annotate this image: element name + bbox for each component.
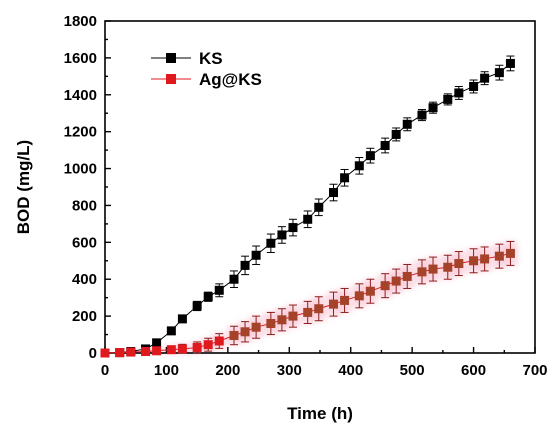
data-point: [288, 223, 298, 233]
data-point: [303, 214, 313, 224]
data-point: [152, 346, 162, 356]
data-point: [428, 103, 438, 113]
data-point: [354, 291, 364, 301]
legend: KS Ag@KS: [151, 49, 262, 89]
data-point: [166, 345, 176, 355]
y-tick-label: 1200: [64, 124, 97, 141]
data-point: [454, 88, 464, 98]
legend-agks-marker: [166, 74, 176, 84]
y-tick-label: 1800: [64, 13, 97, 30]
data-point: [417, 110, 427, 120]
data-point: [303, 307, 313, 317]
data-point: [365, 286, 375, 296]
data-point: [454, 259, 464, 269]
y-tick-label: 400: [72, 271, 97, 288]
data-point: [469, 256, 479, 266]
data-point: [277, 315, 287, 325]
y-tick-label: 0: [89, 345, 97, 362]
data-point: [402, 119, 412, 129]
data-point: [314, 304, 324, 314]
data-point: [505, 248, 515, 258]
data-point: [329, 188, 339, 198]
data-point: [417, 267, 427, 277]
data-point: [505, 58, 515, 68]
x-tick-label: 200: [215, 362, 240, 379]
data-point: [251, 250, 261, 260]
x-tick-label: 400: [338, 362, 363, 379]
data-point: [192, 342, 202, 352]
data-point: [469, 81, 479, 91]
y-tick-label: 1000: [64, 161, 97, 178]
data-point: [214, 336, 224, 346]
data-point: [240, 327, 250, 337]
data-point: [115, 348, 125, 358]
data-point: [288, 311, 298, 321]
legend-agks-label: Ag@KS: [199, 70, 262, 89]
data-point: [229, 330, 239, 340]
data-point: [192, 301, 202, 311]
data-point: [240, 260, 250, 270]
x-tick-label: 500: [400, 362, 425, 379]
x-tick-label: 100: [154, 362, 179, 379]
data-point: [329, 299, 339, 309]
data-point: [203, 340, 213, 350]
ag-ks-halo: [138, 241, 518, 354]
data-point: [177, 344, 187, 354]
legend-ks-marker: [166, 53, 176, 63]
y-tick-label: 600: [72, 234, 97, 251]
data-point: [380, 281, 390, 291]
data-point: [365, 151, 375, 161]
data-point: [141, 347, 151, 357]
data-point: [354, 161, 364, 171]
data-point: [391, 129, 401, 139]
y-tick-label: 200: [72, 308, 97, 325]
data-point: [494, 68, 504, 78]
x-tick-label: 700: [522, 362, 547, 379]
data-point: [443, 94, 453, 104]
data-point: [277, 230, 287, 240]
data-point: [340, 173, 350, 183]
x-tick-label: 600: [461, 362, 486, 379]
data-point: [314, 202, 324, 212]
series-ag-ks: [100, 240, 515, 358]
data-point: [100, 348, 110, 358]
data-point: [177, 314, 187, 324]
x-tick-label: 300: [277, 362, 302, 379]
data-point: [266, 238, 276, 248]
series: [100, 55, 515, 358]
data-point: [166, 326, 176, 336]
data-point: [380, 141, 390, 150]
data-point: [266, 318, 276, 328]
x-tick-label: 0: [101, 362, 109, 379]
data-point: [391, 276, 401, 286]
data-point: [402, 271, 412, 281]
data-point: [214, 285, 224, 295]
y-tick-label: 1600: [64, 50, 97, 67]
x-axis-title: Time (h): [287, 404, 353, 423]
data-point: [480, 73, 490, 83]
legend-ks-label: KS: [199, 49, 223, 68]
series-ks: [100, 55, 515, 358]
data-point: [152, 338, 162, 348]
data-point: [340, 295, 350, 305]
data-point: [443, 262, 453, 272]
data-point: [480, 254, 490, 264]
data-point: [494, 251, 504, 261]
data-point: [126, 347, 136, 357]
data-point: [428, 264, 438, 274]
data-point: [251, 322, 261, 332]
data-point: [229, 274, 239, 284]
ticks: 0 100 200 300 400 500 600 700 0 200 400 600 800 1000 1…: [64, 13, 548, 379]
data-point: [203, 292, 213, 302]
y-tick-label: 1400: [64, 87, 97, 104]
y-axis-title: BOD (mg/L): [14, 140, 33, 234]
y-tick-label: 800: [72, 197, 97, 214]
